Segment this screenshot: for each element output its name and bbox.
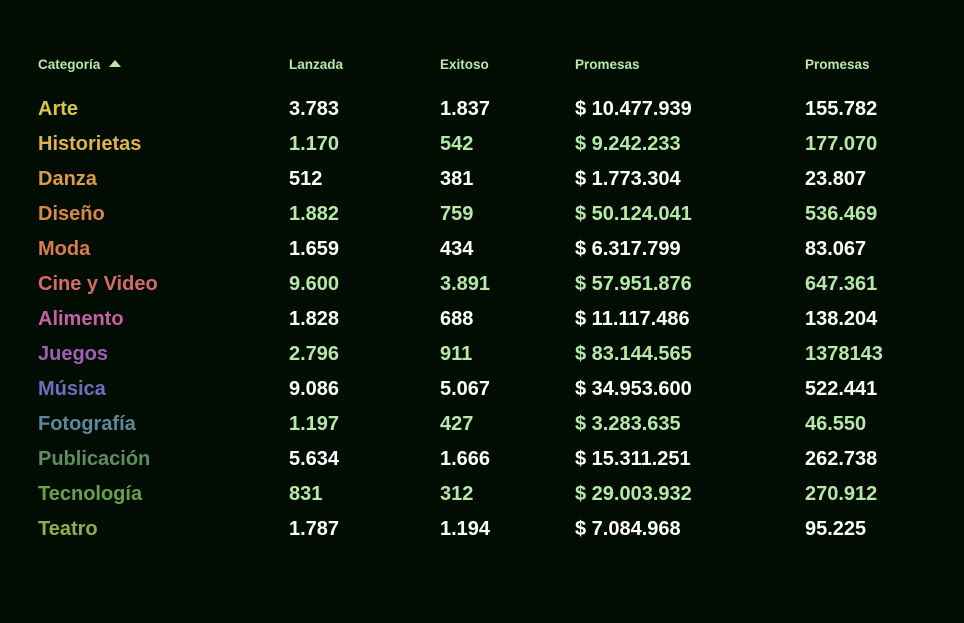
launched-cell: 1.170 <box>289 133 340 155</box>
backers-cell: 95.225 <box>805 518 867 540</box>
launched-cell: 9.600 <box>289 273 340 295</box>
table-row: Danza 512 381 $ 1.773.304 23.807 <box>38 167 918 202</box>
category-cell: Fotografía <box>38 413 136 435</box>
column-header-backers[interactable]: Promesas <box>805 57 870 72</box>
backers-cell: 138.204 <box>805 308 878 330</box>
pledged-cell: $ 15.311.251 <box>575 448 691 470</box>
pledged-cell: $ 1.773.304 <box>575 168 681 190</box>
table-row: Fotografía 1.197 427 $ 3.283.635 46.550 <box>38 412 918 447</box>
column-header-pledged[interactable]: Promesas <box>575 57 640 72</box>
table-row: Moda 1.659 434 $ 6.317.799 83.067 <box>38 237 918 272</box>
table-row: Juegos 2.796 911 $ 83.144.565 1378143 <box>38 342 918 377</box>
successful-cell: 5.067 <box>440 378 491 400</box>
category-cell: Arte <box>38 98 79 120</box>
table-row: Música 9.086 5.067 $ 34.953.600 522.441 <box>38 377 918 412</box>
successful-cell: 542 <box>440 133 474 155</box>
category-cell: Tecnología <box>38 483 143 505</box>
launched-cell: 9.086 <box>289 378 340 400</box>
successful-cell: 434 <box>440 238 474 260</box>
pledged-cell: $ 29.003.932 <box>575 483 692 505</box>
table-row: Publicación 5.634 1.666 $ 15.311.251 262.738 <box>38 447 918 482</box>
category-cell: Cine y Video <box>38 273 158 295</box>
pledged-cell: $ 10.477.939 <box>575 98 692 120</box>
launched-cell: 3.783 <box>289 98 340 120</box>
category-cell: Historietas <box>38 133 142 155</box>
pledged-cell: $ 6.317.799 <box>575 238 681 260</box>
table-row: Arte 3.783 1.837 $ 10.477.939 155.782 <box>38 97 918 132</box>
successful-cell: 1.837 <box>440 98 491 120</box>
backers-cell: 177.070 <box>805 133 878 155</box>
launched-cell: 2.796 <box>289 343 340 365</box>
category-cell: Diseño <box>38 203 105 225</box>
category-cell: Juegos <box>38 343 109 365</box>
category-cell: Alimento <box>38 308 124 330</box>
backers-cell: 83.067 <box>805 238 867 260</box>
successful-cell: 1.666 <box>440 448 491 470</box>
launched-cell: 1.882 <box>289 203 340 225</box>
table-row: Alimento 1.828 688 $ 11.117.486 138.204 <box>38 307 918 342</box>
column-header-successful[interactable]: Exitoso <box>440 57 489 72</box>
table-row: Diseño 1.882 759 $ 50.124.041 536.469 <box>38 202 918 237</box>
category-cell: Publicación <box>38 448 151 470</box>
pledged-cell: $ 9.242.233 <box>575 133 681 155</box>
launched-cell: 512 <box>289 168 323 190</box>
pledged-cell: $ 50.124.041 <box>575 203 692 225</box>
table-body: Arte 3.783 1.837 $ 10.477.939 155.782 Histori… <box>38 97 918 552</box>
backers-cell: 262.738 <box>805 448 878 470</box>
column-header-category-label: Categoría <box>38 57 101 72</box>
table-row: Historietas 1.170 542 $ 9.242.233 177.070 <box>38 132 918 167</box>
successful-cell: 911 <box>440 343 473 365</box>
pledged-cell: $ 57.951.876 <box>575 273 692 295</box>
launched-cell: 1.197 <box>289 413 340 435</box>
pledged-cell: $ 34.953.600 <box>575 378 692 400</box>
column-header-category[interactable]: Categoría <box>38 55 122 75</box>
launched-cell: 1.659 <box>289 238 340 260</box>
backers-cell: 46.550 <box>805 413 867 435</box>
table-row: Cine y Video 9.600 3.891 $ 57.951.876 647.36… <box>38 272 918 307</box>
successful-cell: 381 <box>440 168 474 190</box>
table-row: Teatro 1.787 1.194 $ 7.084.968 95.225 <box>38 517 918 552</box>
backers-cell: 155.782 <box>805 98 878 120</box>
category-cell: Moda <box>38 238 91 260</box>
backers-cell: 1378143 <box>805 343 883 365</box>
launched-cell: 1.787 <box>289 518 340 540</box>
pledged-cell: $ 7.084.968 <box>575 518 681 540</box>
backers-cell: 536.469 <box>805 203 878 225</box>
successful-cell: 427 <box>440 413 474 435</box>
backers-cell: 270.912 <box>805 483 878 505</box>
column-header-launched[interactable]: Lanzada <box>289 57 344 72</box>
sort-ascending-icon <box>109 60 122 67</box>
successful-cell: 312 <box>440 483 474 505</box>
successful-cell: 759 <box>440 203 474 225</box>
pledged-cell: $ 83.144.565 <box>575 343 692 365</box>
category-cell: Música <box>38 378 106 400</box>
backers-cell: 522.441 <box>805 378 878 400</box>
table-row: Tecnología 831 312 $ 29.003.932 270.912 <box>38 482 918 517</box>
launched-cell: 5.634 <box>289 448 340 470</box>
backers-cell: 647.361 <box>805 273 878 295</box>
successful-cell: 3.891 <box>440 273 491 295</box>
successful-cell: 688 <box>440 308 474 330</box>
pledged-cell: $ 11.117.486 <box>575 308 690 330</box>
launched-cell: 831 <box>289 483 323 505</box>
category-cell: Teatro <box>38 518 98 540</box>
category-cell: Danza <box>38 168 97 190</box>
launched-cell: 1.828 <box>289 308 340 330</box>
pledged-cell: $ 3.283.635 <box>575 413 681 435</box>
successful-cell: 1.194 <box>440 518 491 540</box>
backers-cell: 23.807 <box>805 168 867 190</box>
